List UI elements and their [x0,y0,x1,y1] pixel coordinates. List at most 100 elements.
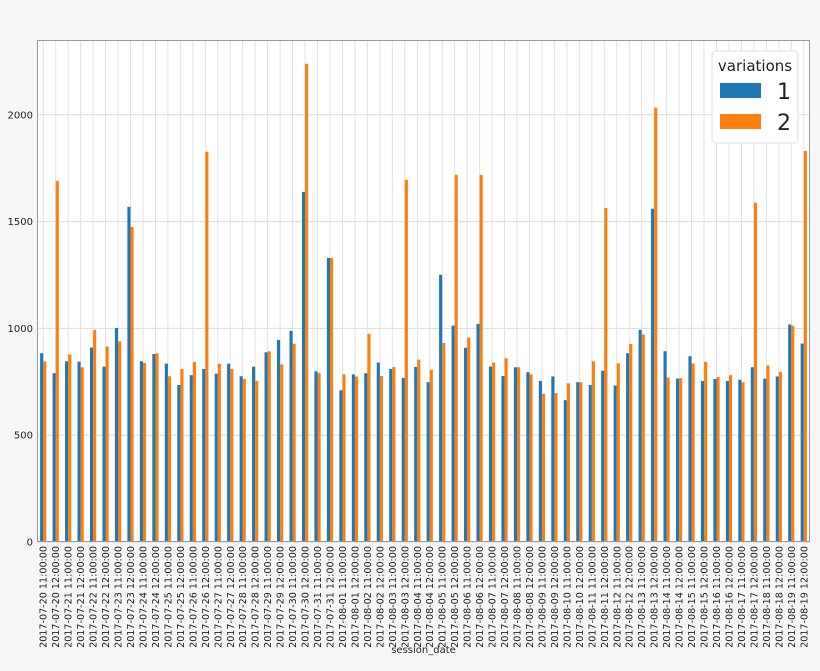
bar-series-1 [339,390,343,542]
x-tick-label: 2017-07-23 12:00:00 [126,546,137,648]
bar-series-1 [102,366,106,542]
bar-series-2 [118,341,122,542]
bar-series-2 [454,174,458,542]
bar-series-2 [504,358,508,542]
legend-label-2: 2 [777,111,791,136]
bar-series-1 [601,370,605,542]
bar-series-1 [177,384,181,542]
x-tick-label: 2017-07-22 12:00:00 [101,546,112,648]
x-tick-label: 2017-07-20 11:00:00 [39,546,50,648]
bar-series-1 [800,343,804,542]
bar-series-1 [576,382,580,542]
bar-series-1 [227,363,231,542]
x-tick-label: 2017-08-16 12:00:00 [724,546,735,648]
x-tick-label: 2017-07-28 12:00:00 [251,546,262,648]
bar-series-1 [376,362,380,542]
bar-series-2 [517,367,521,542]
x-tick-label: 2017-07-26 12:00:00 [201,546,212,648]
bar-series-2 [579,382,583,542]
x-tick-label: 2017-07-31 11:00:00 [313,546,324,648]
bar-series-1 [538,380,542,542]
x-tick-label: 2017-07-24 12:00:00 [151,546,162,648]
bar-series-2 [716,376,720,542]
bar-series-2 [242,379,246,542]
bar-series-1 [476,323,480,542]
bar-series-1 [688,356,692,542]
bar-series-2 [230,368,234,542]
bar-series-2 [217,363,221,542]
legend-swatch-1 [720,83,761,98]
bar-series-1 [401,377,405,542]
bar-series-2 [417,359,421,542]
x-tick-label: 2017-07-23 11:00:00 [114,546,125,648]
x-tick-label: 2017-08-05 11:00:00 [438,546,449,648]
bar-series-2 [180,368,184,542]
bar-series-1 [414,367,418,542]
x-tick-label: 2017-07-29 11:00:00 [263,546,274,648]
bar-series-2 [292,343,296,542]
x-tick-label: 2017-08-09 11:00:00 [537,546,548,648]
x-tick-label: 2017-07-22 11:00:00 [89,546,100,648]
x-tick-label: 2017-08-03 12:00:00 [400,546,411,648]
bar-series-2 [429,369,433,542]
bar-series-2 [142,362,147,542]
bar-series-2 [167,376,172,542]
bar-series-2 [255,380,259,542]
bar-series-1 [713,379,717,542]
x-tick-label: 2017-07-25 12:00:00 [176,546,187,648]
bar-series-1 [651,208,655,542]
x-axis-label: session_date [391,645,456,656]
bar-series-1 [488,366,493,542]
x-tick-label: 2017-08-14 12:00:00 [675,546,686,648]
bar-series-2 [529,374,533,542]
bar-series-1 [563,400,567,542]
bar-series-1 [152,354,156,542]
x-tick-label: 2017-08-15 11:00:00 [687,546,698,648]
x-tick-label: 2017-08-17 11:00:00 [737,546,748,648]
x-tick-label: 2017-08-08 12:00:00 [525,546,536,648]
bar-series-1 [289,330,293,542]
bar-series-1 [551,376,555,542]
x-tick-label: 2017-07-28 11:00:00 [238,546,249,648]
bar-series-2 [591,361,595,542]
x-tick-label: 2017-08-13 11:00:00 [637,546,648,648]
bar-series-2 [192,361,196,542]
bar-series-2 [404,179,408,542]
bar-series-1 [301,191,306,542]
bar-series-1 [164,363,168,542]
bar-series-1 [389,368,393,542]
bar-series-1 [314,371,318,542]
x-tick-label: 2017-07-30 12:00:00 [301,546,312,648]
bar-series-2 [654,107,658,542]
bar-series-2 [354,376,359,542]
y-axis: 0 500 1000 1500 2000 [8,110,33,548]
bar-series-1 [513,367,518,542]
bar-series-2 [704,361,708,542]
bar-series-1 [738,379,742,542]
bar-series-1 [239,376,243,542]
bar-series-1 [426,382,430,542]
x-tick-label: 2017-08-08 11:00:00 [513,546,524,648]
bar-series-2 [616,363,620,542]
bar-series-1 [439,274,443,542]
bar-series-1 [252,366,256,542]
y-tick-label: 2000 [8,110,33,121]
x-tick-label: 2017-08-05 12:00:00 [450,546,461,648]
bar-series-2 [93,329,97,542]
bar-series-2 [130,226,134,542]
bar-series-1 [526,372,530,542]
x-tick-label: 2017-07-24 11:00:00 [138,546,149,648]
plot-frame [37,40,810,542]
bars [40,63,807,543]
bar-series-1 [40,353,44,542]
bar-series-2 [55,180,59,542]
y-tick-label: 1000 [8,324,33,335]
bar-series-2 [68,354,72,542]
bar-series-2 [803,150,807,542]
bar-series-1 [763,378,767,542]
x-tick-label: 2017-08-09 12:00:00 [550,546,561,648]
bar-series-2 [392,367,396,542]
bar-series-2 [741,382,745,542]
bar-series-2 [43,361,47,542]
bar-series-2 [205,151,209,543]
